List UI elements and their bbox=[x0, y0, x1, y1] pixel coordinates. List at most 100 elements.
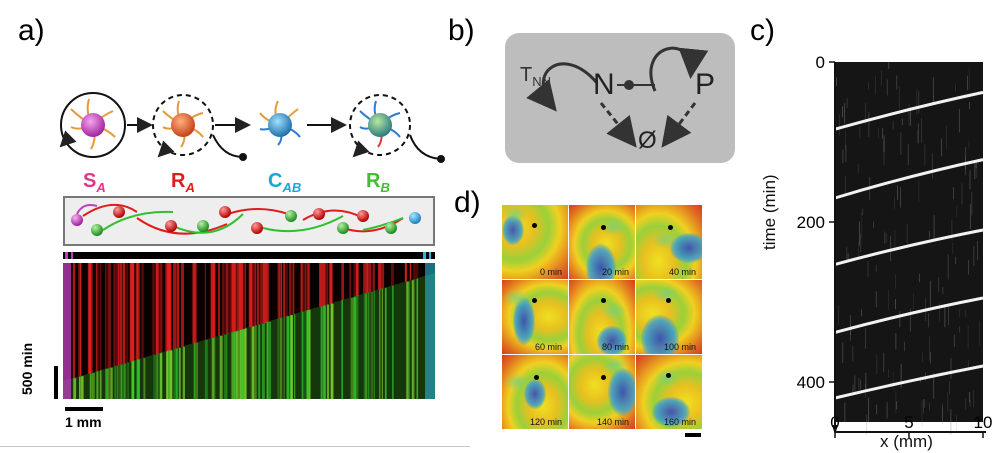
kymo-streak-green bbox=[241, 329, 245, 399]
kymo-streak-red bbox=[221, 263, 225, 335]
kymo-streak-green bbox=[121, 364, 125, 399]
kymo-streak-green bbox=[131, 361, 134, 399]
node-n: N bbox=[593, 68, 615, 101]
snapshot-cell: 160 min bbox=[636, 355, 702, 429]
kymo-streak-red bbox=[290, 263, 292, 316]
snapshot-time-label: 80 min bbox=[601, 342, 629, 352]
x-tick-label: 10 bbox=[974, 413, 993, 432]
kymo-streak-red bbox=[330, 263, 333, 304]
y-tick-label: 200 bbox=[797, 213, 825, 232]
kymo-streak-green bbox=[234, 331, 237, 399]
kymo-streak-green bbox=[341, 300, 343, 399]
node-p: P bbox=[695, 68, 716, 101]
kymo-streak-green bbox=[236, 330, 239, 399]
kymo-streak-red bbox=[381, 263, 384, 289]
kymo-streak-red bbox=[72, 263, 76, 379]
kymo-streak-red bbox=[118, 263, 121, 365]
snapshot-cell: 20 min bbox=[569, 205, 635, 279]
x-tick-label: 0 bbox=[830, 413, 839, 432]
kymo-streak-green bbox=[266, 322, 268, 399]
y-axis-label: time (min) bbox=[760, 174, 779, 250]
kymo-streak-green bbox=[233, 331, 236, 399]
panel-label-a: a) bbox=[18, 14, 45, 47]
kymo-streak-red bbox=[391, 263, 394, 286]
kymo-streak-red bbox=[308, 263, 310, 310]
kymo-streak-red bbox=[155, 263, 159, 355]
kymo-streak-green bbox=[291, 315, 293, 399]
kymo-streak-red bbox=[259, 263, 263, 324]
kymo-streak-green bbox=[124, 363, 127, 399]
kymo-streak-red bbox=[210, 263, 214, 339]
kymo-streak-red bbox=[88, 263, 91, 374]
kymo-streak-red bbox=[289, 263, 291, 316]
kymo-streak-green bbox=[96, 371, 99, 399]
kymo-streak-red bbox=[302, 263, 306, 312]
kymo-streak-red bbox=[136, 263, 140, 360]
kymo-streak-green bbox=[240, 329, 244, 399]
kymo-streak-green bbox=[370, 291, 374, 399]
kymo-streak-green bbox=[413, 279, 415, 399]
kymo-streak-green bbox=[327, 304, 330, 399]
kymo-streak-green bbox=[123, 363, 126, 399]
kymo-streak-red bbox=[300, 263, 303, 312]
kymo-streak-green bbox=[263, 323, 265, 399]
kymo-streak-red bbox=[105, 263, 107, 369]
kymo-streak-red bbox=[355, 263, 359, 296]
snapshot-marker-dot bbox=[668, 225, 673, 230]
kymo-streak-green bbox=[173, 349, 175, 399]
kymo-streak-red bbox=[383, 263, 385, 289]
kymo-streak-red bbox=[321, 263, 324, 307]
snapshot-time-label: 100 min bbox=[663, 342, 696, 352]
kymo-streak-red bbox=[250, 263, 253, 327]
kymo-streak-red bbox=[160, 263, 163, 353]
kymo-streak-red bbox=[236, 263, 239, 331]
kymo-streak-green bbox=[286, 316, 290, 399]
kymo-streak-green bbox=[306, 310, 308, 399]
kymo-streak-green bbox=[277, 318, 280, 399]
kymo-streak-red bbox=[131, 263, 135, 362]
kymo-streak-green bbox=[195, 342, 199, 399]
kymo-streak-red bbox=[233, 263, 236, 332]
kymo-streak-green bbox=[232, 332, 234, 399]
space-scale-bar bbox=[65, 407, 103, 411]
kymo-streak-green bbox=[89, 373, 92, 399]
kymo-streak-red bbox=[278, 263, 281, 319]
kymo-streak-red bbox=[236, 263, 240, 331]
kymo-streak-red bbox=[372, 263, 375, 292]
kymo-streak-red bbox=[240, 263, 242, 330]
kymo-streak-red bbox=[254, 263, 257, 326]
kymo-streak-green bbox=[351, 297, 354, 399]
kymo-streak-red bbox=[87, 263, 90, 374]
species-label-ra: RA bbox=[171, 170, 195, 195]
kymo-streak-green bbox=[356, 296, 359, 399]
kymo-streak-red bbox=[173, 263, 176, 350]
kymo-streak-green bbox=[110, 367, 113, 399]
species-cab-particle bbox=[259, 100, 301, 146]
wavefront-line bbox=[834, 228, 984, 266]
kymo-streak-red bbox=[404, 263, 407, 282]
kymo-streak-green bbox=[167, 350, 169, 399]
kymo-streak-green bbox=[411, 280, 414, 399]
kymo-streak-red bbox=[229, 263, 233, 333]
kymo-streak-red bbox=[177, 263, 180, 348]
species-schematic bbox=[59, 92, 445, 163]
kymo-streak-red bbox=[175, 263, 177, 349]
kymo-streak-red bbox=[241, 263, 243, 330]
network-motif-arrows bbox=[526, 46, 709, 148]
kymo-streak-red bbox=[77, 263, 80, 377]
kymo-streak-red bbox=[277, 263, 281, 319]
snapshot-marker-dot bbox=[534, 375, 539, 380]
kymo-streak-green bbox=[79, 376, 81, 399]
kymo-streak-green bbox=[279, 318, 281, 399]
kymo-streak-green bbox=[96, 371, 98, 399]
species-label-cab: CAB bbox=[268, 170, 302, 195]
species-label-rb: RB bbox=[366, 170, 390, 195]
kymo-streak-green bbox=[363, 293, 366, 399]
kymo-streak-red bbox=[118, 263, 120, 365]
kymo-streak-red bbox=[365, 263, 368, 294]
kymo-streak-green bbox=[178, 347, 181, 399]
kymo-streak-green bbox=[266, 322, 269, 399]
kymo-streak-green bbox=[90, 373, 93, 399]
snapshot-marker-dot bbox=[601, 375, 606, 380]
kymo-streak-red bbox=[378, 263, 382, 290]
